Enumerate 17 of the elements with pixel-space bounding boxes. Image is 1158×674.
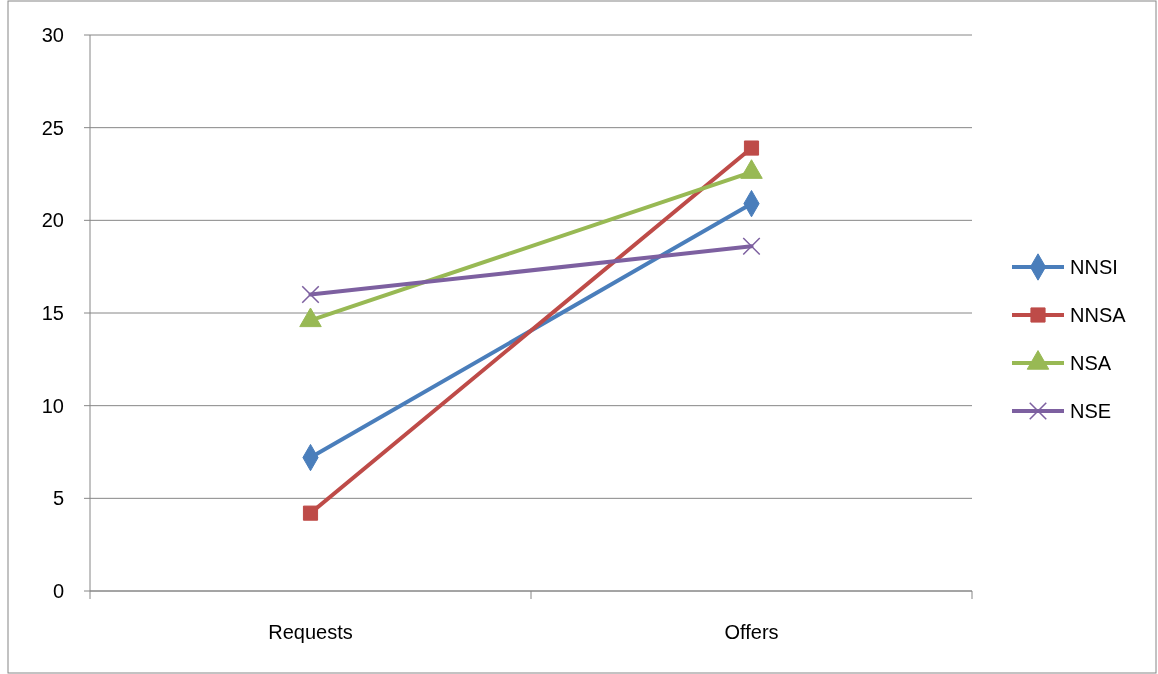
y-tick-label: 10 <box>41 394 64 417</box>
y-tick-label: 5 <box>52 487 64 510</box>
x-tick-label: Offers <box>724 621 779 643</box>
point <box>302 505 319 521</box>
x-tick-label: Requests <box>268 621 353 643</box>
legend-label: NNSA <box>1070 304 1127 326</box>
point <box>301 285 320 304</box>
legend-label: NSA <box>1070 352 1112 374</box>
legend-label: NSE <box>1070 400 1112 422</box>
y-tick-label: 25 <box>41 116 64 139</box>
legend-label: NNSI <box>1070 256 1118 278</box>
y-tick-label: 15 <box>41 302 64 324</box>
point <box>742 237 761 256</box>
y-tick-label: 20 <box>41 209 64 232</box>
y-tick-label: 0 <box>52 580 64 602</box>
point <box>743 140 760 156</box>
y-tick-label: 30 <box>41 24 64 46</box>
